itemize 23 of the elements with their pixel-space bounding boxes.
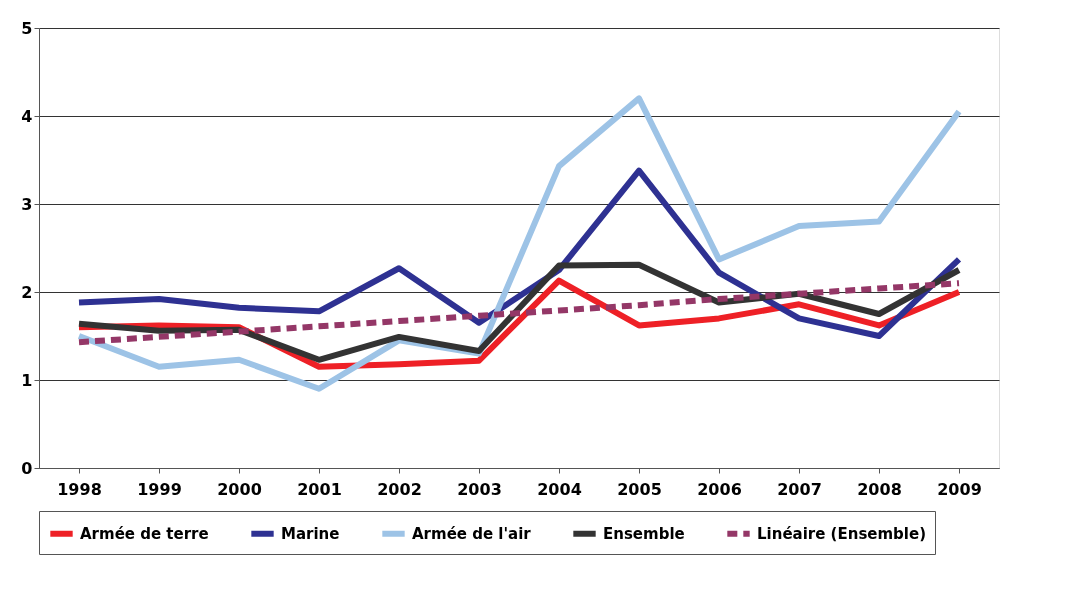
x-tick-label: 2006 [697,479,742,499]
legend-label: Marine [281,524,340,543]
x-tick-label: 1998 [57,479,102,499]
x-tick-label: 2007 [777,479,822,499]
legend-label: Linéaire (Ensemble) [757,524,927,543]
y-tick-label: 0 [21,458,33,478]
x-tick-label: 2001 [297,479,342,499]
y-tick-label: 4 [21,106,33,126]
x-tick-label: 2005 [617,479,662,499]
x-tick-label: 2003 [457,479,502,499]
y-tick-label: 1 [21,370,33,390]
y-tick-label: 3 [21,194,33,214]
x-tick-label: 1999 [137,479,182,499]
legend-label: Ensemble [603,524,685,543]
y-tick-label: 2 [21,282,33,302]
x-tick-label: 2004 [537,479,582,499]
x-tick-label: 2000 [217,479,262,499]
x-tick-label: 2009 [937,479,982,499]
legend-label: Armée de l'air [412,524,532,543]
y-tick-label: 5 [21,18,33,38]
legend-label: Armée de terre [80,524,209,543]
x-tick-label: 2002 [377,479,422,499]
x-tick-label: 2008 [857,479,902,499]
